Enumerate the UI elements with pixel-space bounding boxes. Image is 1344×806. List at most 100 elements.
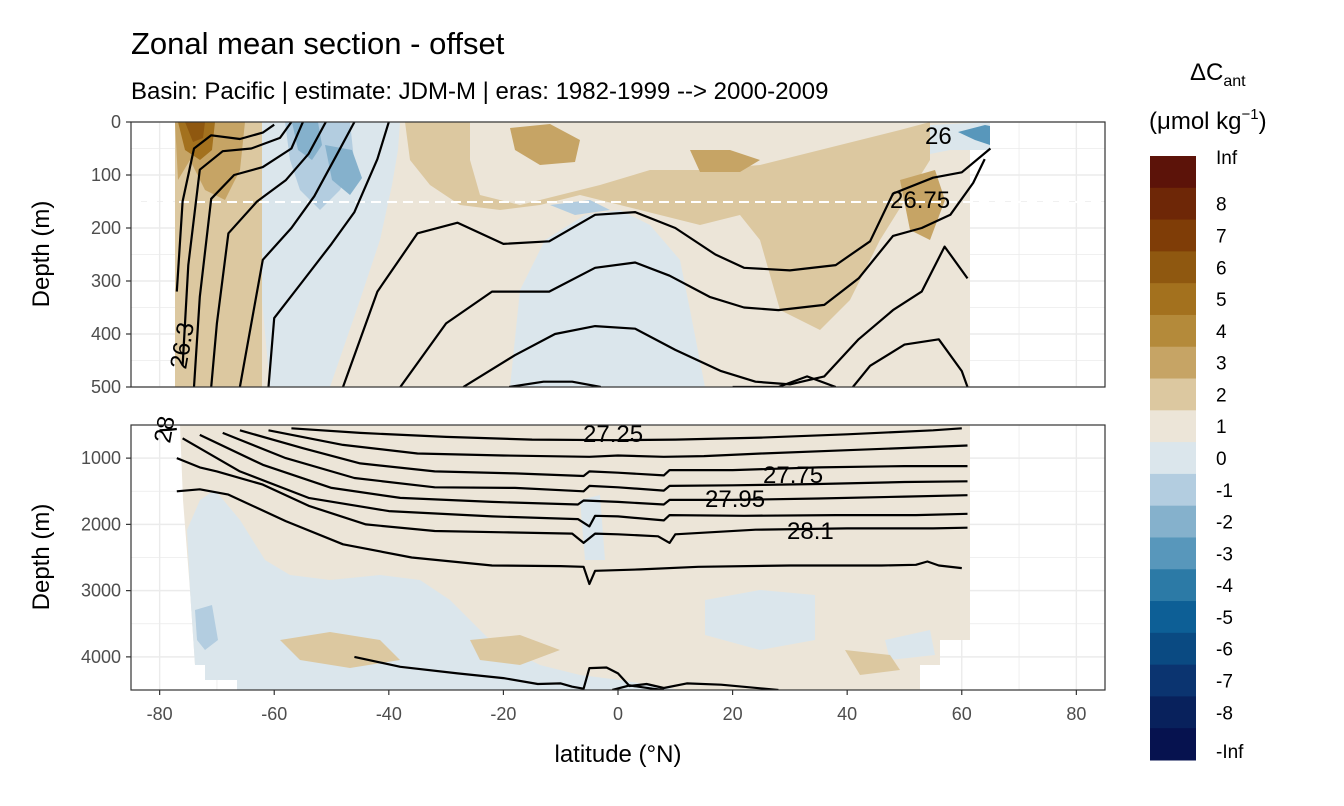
isopycnal-contour [181,122,293,366]
isopycnal-label-27-95: 27.95 [705,486,765,513]
upper-field-positive-south-core [185,122,205,142]
legend-bin-label: -Inf [1216,742,1244,763]
isopycnal-contour [192,122,304,387]
isopycnal-label-27-75: 27.75 [763,462,823,489]
isopycnal-contour [176,457,968,544]
y-tick-label: 200 [91,218,121,238]
x-tick-label: 80 [1066,704,1086,724]
legend-bin-swatch [1150,156,1196,189]
upper-panel-border [130,121,1106,388]
isopycnal-label-28: 28 [149,414,180,445]
legend-bin-label: -3 [1216,544,1233,565]
legend-bin-swatch [1150,346,1196,380]
isopycnal-contour [159,427,177,432]
legend-bin-label: 3 [1216,354,1227,375]
isopycnal-contour [354,655,779,690]
legend-bin-swatch [1150,314,1196,348]
isopycnal-contour [222,431,968,493]
y-tick-label: 300 [91,271,121,291]
legend-bin-swatch [1150,378,1196,411]
isopycnal-contour [732,375,837,387]
legend-bin-label: 4 [1216,322,1227,343]
legend-title: ΔCant [1190,59,1246,90]
isopycnal-contour [267,122,390,387]
y-tick-label: 4000 [81,647,121,667]
isopycnal-label-26-75: 26.75 [890,187,950,214]
isopycnal-contour [238,122,356,387]
upper-panel-field [175,122,990,387]
upper-field-negative-thin [550,200,610,215]
legend-bin-swatch [1150,219,1196,252]
isopycnal-contour [175,123,275,292]
legend-bin-label: 7 [1216,226,1227,247]
isopycnal-contour [399,158,986,387]
legend-bin-swatch [1150,632,1196,666]
upper-field-positive-tropic [405,122,930,330]
x-tick-label: 20 [723,704,743,724]
lower-field-negative-deep-east2 [885,630,935,660]
legend-bin-swatch [1150,187,1196,221]
y-tick-label: 2000 [81,514,121,534]
legend-bin-swatch [1150,728,1196,761]
isopycnal-contour [210,122,327,387]
legend-bin-label: -7 [1216,672,1233,693]
chart-title: Zonal mean section - offset [131,26,505,61]
legend-bin-swatch [1150,442,1196,475]
legend-bin-label: -1 [1216,481,1233,502]
isopycnal-contour [612,684,664,690]
legend-bin-swatch [1150,537,1196,570]
lower-field-negative-deep-middle [580,495,605,560]
lower-panel-contours [159,427,968,690]
legend-colorbar: Inf 8 7 6 5 4 3 2 1 0 -1 -2 -3 -4 -5 -6 -7 -8 -Inf [1150,148,1244,763]
lower-panel: 27.25 27.75 27.95 28.1 28 10002000300040… [81,414,1106,691]
legend-bin-swatch [1150,569,1196,602]
isopycnal-contour [341,147,992,387]
upper-panel-y-axis: 0 100 200 300 400 500 [91,112,131,397]
legend-bin-swatch [1150,664,1196,697]
isopycnal-contour [239,429,968,478]
x-tick-label: 0 [613,704,623,724]
isopycnal-contour [462,245,969,387]
legend-bin-swatch [1150,251,1196,284]
legend-bin-label: Inf [1216,148,1238,169]
x-tick-label: -40 [376,704,402,724]
legend-bin-label: 0 [1216,449,1227,470]
x-tick-label: -60 [261,704,287,724]
x-tick-label: 60 [952,704,972,724]
upper-field-positive-tropic-mid2 [690,150,760,172]
y-axis-label-upper: Depth (m) [28,201,55,308]
x-axis-label: latitude (°N) [555,741,682,768]
legend-bin-label: -5 [1216,608,1233,629]
x-axis: -80 -60 -40 -20 0 20 40 60 80 [147,690,1086,724]
y-tick-label: 1000 [81,448,121,468]
isopycnal-contour [291,427,962,442]
lower-panel-y-axis: 1000 2000 3000 4000 [81,448,131,667]
legend-bin-swatch [1150,696,1196,729]
upper-panel-contours [175,122,992,387]
upper-field-negative-equator [510,210,705,387]
y-tick-label: 100 [91,165,121,185]
legend-bin-label: 5 [1216,290,1227,311]
legend-bin-label: -2 [1216,513,1233,534]
legend-bin-swatch [1150,283,1196,316]
legend-bin-label: -8 [1216,703,1233,724]
y-tick-label: 0 [111,112,121,132]
isopycnal-contour [268,429,968,458]
lower-field-negative-deep-east [705,590,815,650]
x-tick-label: -80 [147,704,173,724]
upper-field-negative-north-strong [958,125,990,145]
isopycnal-contour [508,380,602,387]
legend-bin-label: 1 [1216,417,1227,438]
legend-bin-swatch [1150,505,1196,538]
legend-bin-label: 6 [1216,258,1227,279]
isopycnal-label-26: 26 [925,123,952,150]
legend: ΔCant (μmol kg−1) Inf 8 7 6 5 4 3 2 1 0 -1 -2 -3 -4 -5… [1149,59,1267,763]
legend-bin-swatch [1150,473,1196,507]
lower-panel-field [180,425,970,690]
lower-field-positive-north [845,650,900,675]
y-tick-label: 400 [91,324,121,344]
legend-bin-label: -6 [1216,640,1233,661]
y-tick-label: 3000 [81,581,121,601]
